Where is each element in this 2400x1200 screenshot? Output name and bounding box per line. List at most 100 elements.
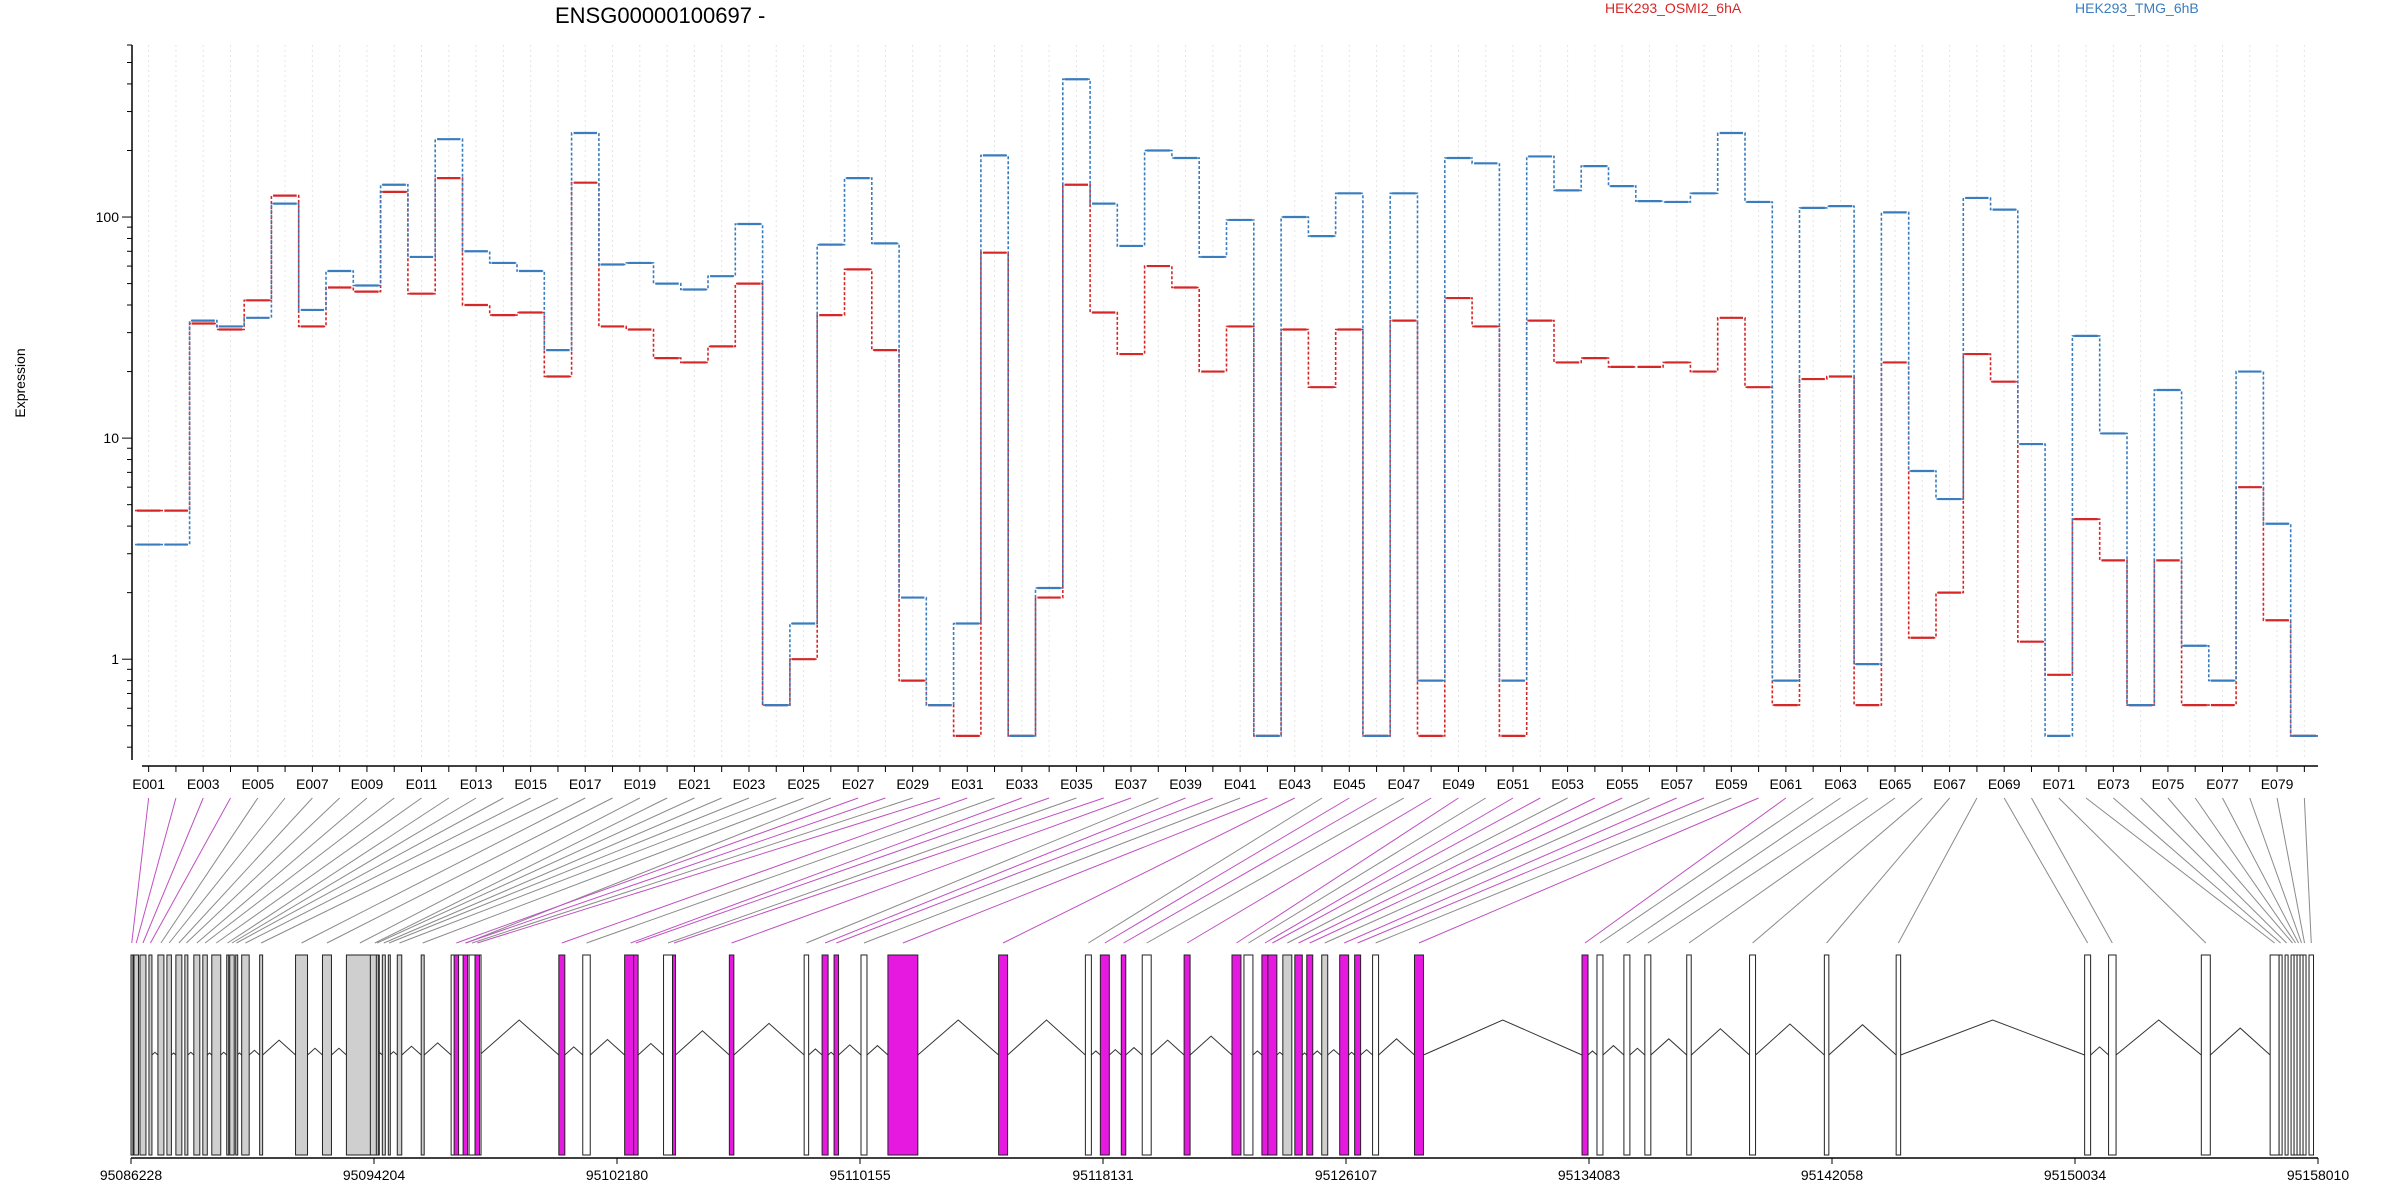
x-tick-label: E009 <box>351 776 384 792</box>
genomic-tick-label: 95118131 <box>1072 1167 1133 1183</box>
x-tick-label: E011 <box>406 776 438 792</box>
genomic-tick-label: 95150034 <box>2044 1167 2107 1183</box>
exon-box <box>1895 954 1902 1156</box>
intron <box>1629 1047 1646 1056</box>
exon-box <box>2084 954 2092 1156</box>
x-tick-label: E077 <box>2206 776 2239 792</box>
connector-line <box>196 797 368 944</box>
intron <box>1091 1050 1101 1056</box>
exon-box <box>1823 954 1830 1156</box>
exon-box <box>184 954 189 1156</box>
connector-line <box>227 797 450 944</box>
x-tick-label: E021 <box>678 776 711 792</box>
legend-entry-tmg: HEK293_TMG_6hB <box>2075 0 2199 16</box>
exon-box <box>1354 954 1362 1156</box>
intron <box>564 1046 584 1056</box>
connector-line <box>1599 797 1814 944</box>
connector-line <box>231 797 477 944</box>
exon-box <box>166 954 172 1156</box>
exon-box <box>1183 954 1191 1156</box>
connector-line <box>561 797 968 944</box>
exon-box <box>1120 954 1127 1156</box>
intron <box>1900 1019 2085 1056</box>
intron <box>248 1049 260 1056</box>
x-tick-label: E007 <box>296 776 329 792</box>
exon-box <box>1596 954 1604 1156</box>
genomic-tick-label: 95094204 <box>343 1167 406 1183</box>
intron <box>1348 1051 1355 1056</box>
chart-title: ENSG00000100697 - <box>555 3 765 28</box>
exon-box <box>381 954 386 1156</box>
exon-box <box>2278 954 2283 1156</box>
exon-box <box>1306 954 1314 1156</box>
x-tick-label: E067 <box>1933 776 1966 792</box>
connector-line <box>731 797 1132 944</box>
intron <box>637 1042 664 1056</box>
intron <box>401 1045 422 1056</box>
connector-line <box>142 797 204 944</box>
connector-line <box>456 797 859 944</box>
x-tick-label: E003 <box>187 776 220 792</box>
intron <box>1150 1039 1185 1056</box>
x-tick-label: E079 <box>2261 776 2294 792</box>
connector-line <box>2058 797 2207 944</box>
intron <box>1125 1046 1143 1056</box>
connector-line <box>1375 797 1732 944</box>
connector-line <box>399 797 777 944</box>
connector-line <box>186 797 340 944</box>
exon-box <box>998 954 1009 1156</box>
exon-connectors <box>131 797 2312 944</box>
x-tick-label: E057 <box>1660 776 1693 792</box>
intron <box>2115 1019 2202 1056</box>
connector-line <box>673 797 1104 944</box>
connector-line <box>1343 797 1677 944</box>
exon-box <box>211 954 222 1156</box>
x-axis-ticks: E001 E003 E005 E007 E009 E011 E013 E015 E017 E019… <box>132 766 2305 792</box>
connector-line <box>1272 797 1541 944</box>
y-tick-label: 100 <box>96 209 120 225</box>
exon-box <box>420 954 425 1156</box>
y-tick-label: 1 <box>111 651 119 667</box>
connector-line <box>150 797 231 944</box>
intron <box>423 1042 452 1056</box>
intron <box>589 1038 625 1056</box>
intron <box>838 1044 862 1056</box>
connector-line <box>2276 797 2306 944</box>
connector-line <box>359 797 641 944</box>
intron <box>331 1047 347 1056</box>
exon-box <box>1294 954 1303 1156</box>
connector-line <box>168 797 286 944</box>
x-tick-label: E075 <box>2152 776 2185 792</box>
exon-box <box>1372 954 1380 1156</box>
intron <box>171 1052 177 1056</box>
connector-line <box>215 797 422 944</box>
connector-line <box>2303 797 2312 944</box>
exon-box <box>2308 954 2315 1156</box>
connector-line <box>1309 797 1623 944</box>
connector-line <box>824 797 1186 944</box>
exon-box <box>1339 954 1350 1156</box>
connector-line <box>422 797 804 944</box>
x-tick-label: E059 <box>1715 776 1748 792</box>
exon-box <box>369 954 380 1156</box>
genomic-tick-label: 95126107 <box>1315 1167 1378 1183</box>
intron <box>1650 1038 1688 1056</box>
exon-box <box>241 954 250 1156</box>
exon-box <box>1099 954 1110 1156</box>
intron <box>1007 1019 1086 1056</box>
exon-box <box>202 954 208 1156</box>
intron <box>1828 1024 1897 1056</box>
x-tick-label: E073 <box>2097 776 2130 792</box>
x-tick-label: E039 <box>1169 776 1202 792</box>
connector-line <box>135 797 177 944</box>
connector-line <box>1357 797 1705 944</box>
exon-box <box>453 954 460 1156</box>
exon-box <box>728 954 735 1156</box>
gene-model <box>130 954 2315 1156</box>
exon-box <box>130 954 134 1156</box>
exon-box <box>259 954 264 1156</box>
x-tick-label: E013 <box>460 776 493 792</box>
connector-line <box>1264 797 1514 944</box>
intron <box>917 1019 999 1056</box>
genomic-tick-label: 95134083 <box>1558 1167 1621 1183</box>
